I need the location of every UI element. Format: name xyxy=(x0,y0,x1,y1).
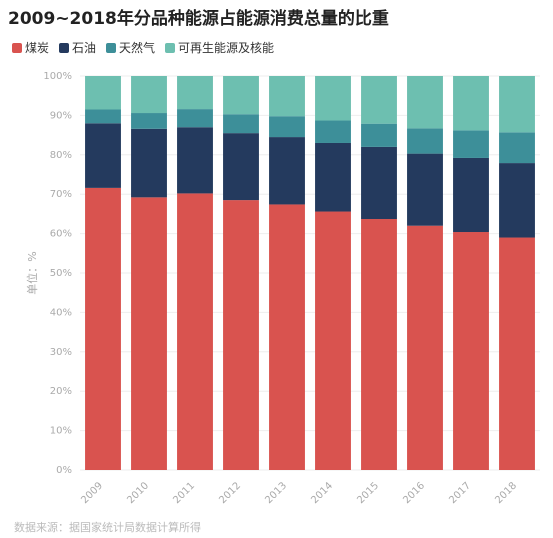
y-tick-label: 90% xyxy=(50,110,72,121)
bar-segment xyxy=(269,76,305,117)
legend-swatch xyxy=(106,42,117,53)
bar-segment xyxy=(223,133,259,201)
x-tick-label: 2014 xyxy=(309,480,335,506)
y-tick-label: 70% xyxy=(50,189,72,200)
bar-segment xyxy=(269,137,305,205)
bar-segment xyxy=(131,197,167,471)
x-tick-label: 2017 xyxy=(447,480,473,506)
bar-segment xyxy=(85,123,121,188)
x-tick-label: 2012 xyxy=(217,480,243,506)
legend-label: 石油 xyxy=(72,41,97,55)
bar-segment xyxy=(407,153,443,226)
bar-segment xyxy=(453,76,489,131)
y-axis-label: 单位：% xyxy=(25,251,39,294)
bar-segment xyxy=(453,232,489,470)
bar-segment xyxy=(453,157,489,233)
y-tick-label: 100% xyxy=(43,71,72,82)
legend-swatch xyxy=(165,42,176,53)
bar-segment xyxy=(407,128,443,154)
legend-label: 煤炭 xyxy=(25,41,50,55)
y-tick-label: 50% xyxy=(50,268,72,279)
bar-segment xyxy=(361,76,397,124)
bar-segment xyxy=(177,76,213,110)
bar-segment xyxy=(223,114,259,134)
legend-item: 煤炭 xyxy=(12,39,49,56)
y-tick-label: 10% xyxy=(50,426,72,437)
bar-segment xyxy=(315,120,351,143)
y-tick-label: 60% xyxy=(50,229,72,240)
bar-segment xyxy=(85,187,121,470)
bar-segment xyxy=(131,128,167,198)
chart-title: 2009~2018年分品种能源占能源消费总量的比重 xyxy=(8,9,389,29)
x-tick-label: 2010 xyxy=(125,480,151,506)
x-tick-label: 2013 xyxy=(263,480,289,506)
legend-item: 石油 xyxy=(59,39,96,56)
bar-segment xyxy=(177,109,213,128)
stacked-bar-chart: 0% 10% 20% 30% 40% 50% 60% 70% 80% 90% 100% 单位：% 200… xyxy=(25,71,540,506)
bar-segment xyxy=(361,146,397,220)
bar-segment xyxy=(315,142,351,212)
bar-segment xyxy=(361,123,397,147)
bar-segment xyxy=(85,76,121,110)
bar-segment xyxy=(407,225,443,470)
legend-label: 可再生能源及核能 xyxy=(178,41,275,55)
x-tick-label: 2009 xyxy=(79,480,105,506)
bar-segment xyxy=(315,76,351,121)
x-tick-label: 2011 xyxy=(171,480,197,506)
bar-segment xyxy=(499,237,535,470)
legend-item: 可再生能源及核能 xyxy=(165,39,274,56)
bar-segment xyxy=(499,132,535,164)
bar-segment xyxy=(499,76,535,133)
legend-item: 天然气 xyxy=(106,39,155,56)
x-tick-label: 2018 xyxy=(493,480,519,506)
bar-segment xyxy=(361,219,397,470)
y-tick-label: 40% xyxy=(50,307,72,318)
bar-segment xyxy=(407,76,443,129)
source-note: 数据来源：据国家统计局数据计算所得 xyxy=(14,521,201,534)
legend: 煤炭 石油 天然气 可再生能源及核能 xyxy=(12,39,274,56)
bar-segment xyxy=(269,116,305,138)
legend-swatch xyxy=(59,42,70,53)
bar-segment xyxy=(453,130,489,158)
y-tick-label: 80% xyxy=(50,150,72,161)
bar-segment xyxy=(499,163,535,238)
bar-segment xyxy=(315,211,351,470)
bar-segment xyxy=(85,109,121,124)
y-tick-label: 20% xyxy=(50,386,72,397)
x-tick-label: 2016 xyxy=(401,480,427,506)
legend-swatch xyxy=(12,42,22,53)
x-tick-label: 2015 xyxy=(355,480,381,506)
bar-segment xyxy=(131,76,167,114)
bar-segment xyxy=(223,200,259,471)
bar-segment xyxy=(131,113,167,129)
legend-label: 天然气 xyxy=(119,41,156,55)
bar-segment xyxy=(223,76,259,115)
y-tick-label: 0% xyxy=(56,465,72,476)
bar-segment xyxy=(177,127,213,194)
y-tick-label: 30% xyxy=(50,347,72,358)
bar-segment xyxy=(177,193,213,471)
bar-segment xyxy=(269,204,305,470)
